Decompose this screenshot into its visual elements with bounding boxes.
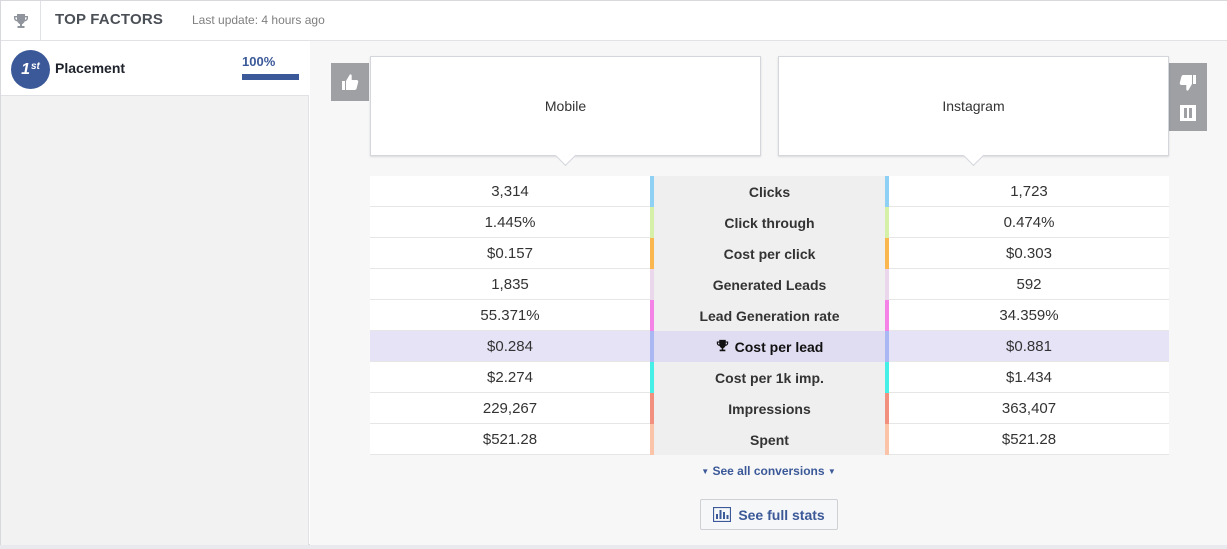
metric-color-stripe <box>885 269 889 300</box>
metric-label-text: Generated Leads <box>712 276 827 293</box>
rank-number: 1 <box>21 60 30 78</box>
header: TOP FACTORS Last update: 4 hours ago <box>1 1 1227 41</box>
percent-bar <box>242 74 299 80</box>
metric-color-stripe <box>650 207 654 238</box>
metric-label: Cost per click <box>650 238 889 269</box>
metric-value-right: $521.28 <box>1001 430 1057 448</box>
last-update-text: Last update: 4 hours ago <box>192 13 325 27</box>
metric-value-right: $0.881 <box>1006 337 1052 355</box>
metric-color-stripe <box>650 238 654 269</box>
metric-label: Lead Generation rate <box>650 300 889 331</box>
metric-color-stripe <box>650 424 654 455</box>
see-all-label: See all conversions <box>712 464 825 478</box>
percent-label: 100% <box>242 54 276 69</box>
pause-icon[interactable] <box>1179 104 1197 122</box>
metric-color-stripe <box>885 362 889 393</box>
metric-row: 3,314 Clicks 1,723 <box>370 176 1169 207</box>
metric-label-text: Click through <box>724 214 815 231</box>
metric-row: $0.284 Cost per lead $0.881 <box>370 331 1169 362</box>
metric-value-right: $0.303 <box>1006 244 1052 262</box>
metric-color-stripe <box>885 300 889 331</box>
metric-row: 1.445% Click through 0.474% <box>370 207 1169 238</box>
metric-value-right: $1.434 <box>1006 368 1052 386</box>
metrics-table: 3,314 Clicks 1,723 1.445% Click through 0.474… <box>370 176 1169 455</box>
metric-label: Cost per lead <box>650 331 889 362</box>
thumbs-up-icon <box>342 74 359 90</box>
metric-label-text: Lead Generation rate <box>699 307 840 324</box>
metric-color-stripe <box>650 269 654 300</box>
metric-value-right: 1,723 <box>1010 182 1048 200</box>
metric-value-left: 55.371% <box>480 306 540 324</box>
trophy-icon <box>1 1 41 40</box>
variant-card-right[interactable]: Instagram <box>778 56 1169 156</box>
comparison-area: Mobile Instagram 3,314 Clicks 1,723 1.445% C… <box>310 41 1227 545</box>
metric-value-left: 1.445% <box>484 213 536 231</box>
metric-color-stripe <box>885 207 889 238</box>
metric-color-stripe <box>650 393 654 424</box>
metric-color-stripe <box>885 331 889 362</box>
metric-value-left: 3,314 <box>491 182 529 200</box>
caret-down-icon: ▼ <box>827 467 836 476</box>
rank-suffix: st <box>31 61 40 72</box>
metric-value-left: $0.284 <box>487 337 533 355</box>
metric-label: Click through <box>650 207 889 238</box>
metric-value-left: 229,267 <box>482 399 538 417</box>
metric-color-stripe <box>650 362 654 393</box>
like-button[interactable] <box>331 63 369 101</box>
trophy-icon <box>716 339 729 355</box>
metric-row: 1,835 Generated Leads 592 <box>370 269 1169 300</box>
variant-card-left[interactable]: Mobile <box>370 56 761 156</box>
metric-color-stripe <box>650 300 654 331</box>
metric-value-left: 1,835 <box>491 275 529 293</box>
metric-label: Impressions <box>650 393 889 424</box>
variant-name-left: Mobile <box>544 98 587 114</box>
metric-value-right: 363,407 <box>1001 399 1057 417</box>
metric-value-right: 0.474% <box>1003 213 1055 231</box>
metric-label-text: Cost per lead <box>734 338 824 355</box>
metric-row: 229,267 Impressions 363,407 <box>370 393 1169 424</box>
metric-label-text: Clicks <box>748 183 791 200</box>
metric-label-text: Cost per 1k imp. <box>715 369 824 386</box>
see-all-conversions-link[interactable]: ▼ See all conversions ▼ <box>310 464 1227 478</box>
metric-value-right: 592 <box>1016 275 1042 293</box>
metric-row: 55.371% Lead Generation rate 34.359% <box>370 300 1169 331</box>
caret-down-icon: ▼ <box>701 467 710 476</box>
metric-label-text: Spent <box>750 431 789 448</box>
metric-color-stripe <box>885 238 889 269</box>
metric-row: $521.28 Spent $521.28 <box>370 424 1169 455</box>
metric-label-text: Cost per click <box>723 245 816 262</box>
thumbs-down-icon[interactable] <box>1177 72 1199 94</box>
metric-color-stripe <box>650 331 654 362</box>
metric-row: $2.274 Cost per 1k imp. $1.434 <box>370 362 1169 393</box>
metric-label-text: Impressions <box>728 400 811 417</box>
percent-bar-fill <box>242 74 299 80</box>
metric-value-right: 34.359% <box>999 306 1059 324</box>
metric-value-left: $0.157 <box>487 244 533 262</box>
metric-label: Clicks <box>650 176 889 207</box>
metric-color-stripe <box>885 424 889 455</box>
bar-chart-icon <box>713 507 732 522</box>
metric-label: Generated Leads <box>650 269 889 300</box>
see-full-stats-label: See full stats <box>738 506 825 523</box>
metric-color-stripe <box>885 176 889 207</box>
see-full-stats-button[interactable]: See full stats <box>700 499 838 530</box>
dislike-controls <box>1169 63 1207 131</box>
metric-row: $0.157 Cost per click $0.303 <box>370 238 1169 269</box>
page-title: TOP FACTORS <box>55 11 164 28</box>
variant-name-right: Instagram <box>942 98 1005 114</box>
metric-color-stripe <box>885 393 889 424</box>
sidebar-item-label: Placement <box>55 60 126 76</box>
metric-value-left: $2.274 <box>487 368 533 386</box>
metric-value-left: $521.28 <box>482 430 538 448</box>
metric-label: Spent <box>650 424 889 455</box>
metric-color-stripe <box>650 176 654 207</box>
metric-label: Cost per 1k imp. <box>650 362 889 393</box>
